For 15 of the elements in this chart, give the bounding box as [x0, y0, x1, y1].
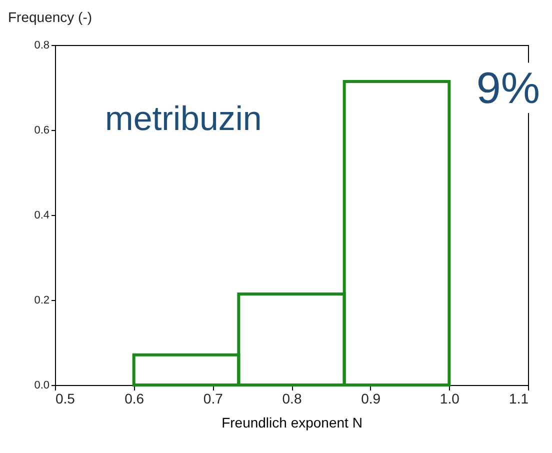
y-tick-label: 0.8	[34, 40, 50, 52]
y-tick-label: 0.4	[34, 210, 50, 222]
x-tick-label: 1.0	[440, 390, 460, 406]
x-tick-label: 0.9	[361, 390, 381, 406]
y-tick-label: 0.2	[34, 294, 50, 306]
x-axis-title: Freundlich exponent N	[222, 414, 362, 430]
y-tick-label: 0.6	[34, 124, 50, 136]
x-tick-label: 0.7	[203, 390, 224, 406]
y-axis-title: Frequency (-)	[8, 9, 92, 25]
x-tick-label: 0.6	[124, 390, 144, 406]
x-tick-label: 0.8	[282, 390, 302, 406]
y-tick-label: 0.0	[34, 380, 50, 392]
annotation: metribuzin	[105, 100, 262, 138]
x-tick-label: 0.5	[56, 390, 76, 406]
x-tick-label: 1.1	[509, 390, 529, 406]
